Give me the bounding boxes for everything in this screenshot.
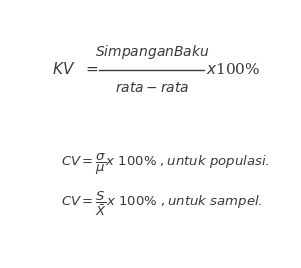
Text: $\mathit{CV}=\dfrac{S}{\bar{X}}\mathit{x}\ 100\%\ ,\mathit{untuk\ sampel.}$: $\mathit{CV}=\dfrac{S}{\bar{X}}\mathit{x… (61, 189, 263, 218)
Text: $\mathit{rata-rata}$: $\mathit{rata-rata}$ (115, 81, 189, 95)
Text: $\mathit{SimpanganBaku}$: $\mathit{SimpanganBaku}$ (95, 43, 209, 61)
Text: $\mathit{x}$100%: $\mathit{x}$100% (206, 62, 260, 77)
Text: $\mathit{KV}$  $=$: $\mathit{KV}$ $=$ (52, 61, 98, 77)
Text: $\mathit{CV}=\dfrac{\sigma}{\mu}\mathit{x}\ 100\%\ ,\mathit{untuk\ populasi.}$: $\mathit{CV}=\dfrac{\sigma}{\mu}\mathit{… (61, 152, 270, 177)
